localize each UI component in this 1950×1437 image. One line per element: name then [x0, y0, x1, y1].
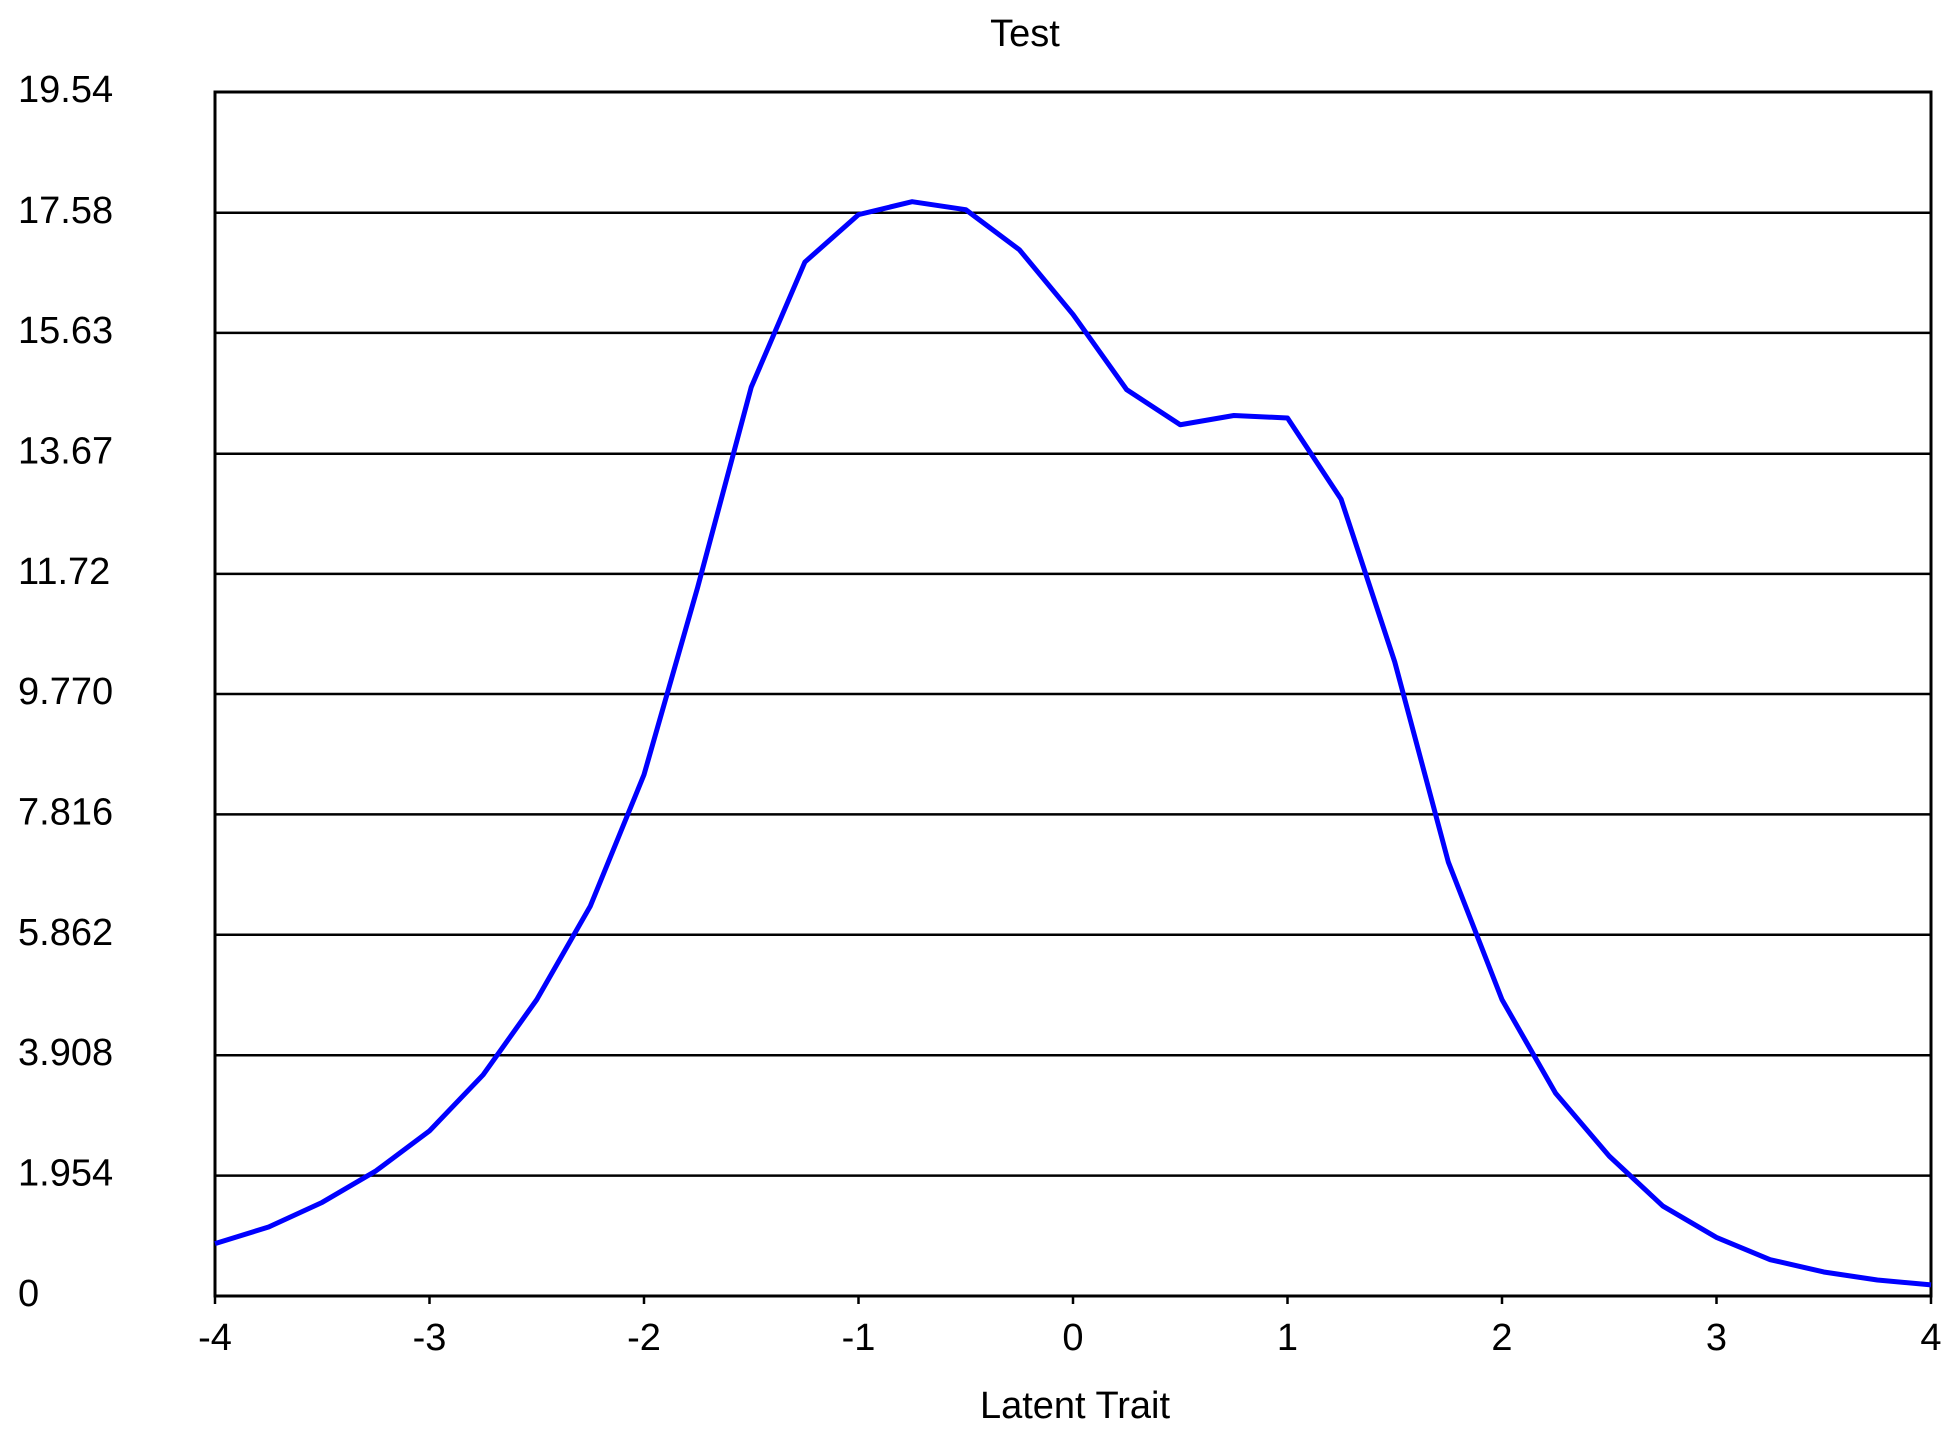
y-tick-label: 5.862	[18, 912, 113, 954]
plot-frame	[213, 90, 1933, 1298]
y-tick-label: 3.908	[18, 1032, 113, 1074]
x-tick-label: 2	[1491, 1317, 1512, 1359]
y-tick-label: 1.954	[18, 1153, 113, 1195]
x-tick-label: 0	[1062, 1317, 1083, 1359]
x-tick-label: -2	[627, 1317, 661, 1359]
x-tick-label: -4	[198, 1317, 232, 1359]
x-tick-label: -3	[413, 1317, 447, 1359]
y-tick-label: 11.72	[18, 551, 110, 593]
x-tick-label: 4	[1920, 1317, 1941, 1359]
x-tick-label: 1	[1277, 1317, 1298, 1359]
x-axis-label: Latent Trait	[980, 1385, 1171, 1427]
y-tick-label: 7.816	[18, 791, 113, 833]
y-tick-label: 9.770	[18, 671, 113, 713]
y-tick-label: 0	[18, 1273, 39, 1315]
y-tick-label: 19.54	[18, 69, 113, 111]
y-tick-label: 17.58	[18, 190, 113, 232]
x-tick-label: -1	[842, 1317, 876, 1359]
chart-title: Test	[990, 13, 1060, 55]
x-tick-label: 3	[1706, 1317, 1727, 1359]
y-tick-label: 13.67	[18, 431, 113, 473]
line	[214, 199, 1932, 1288]
y-tick-label: 15.63	[18, 310, 113, 352]
